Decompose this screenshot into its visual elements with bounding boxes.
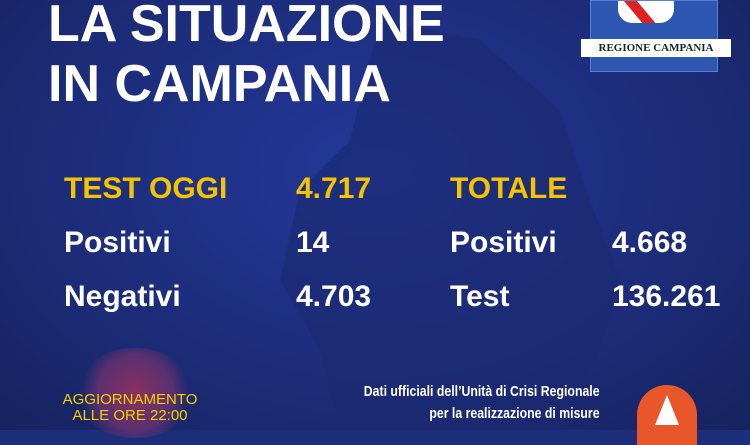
total-test-label: Test (450, 280, 510, 313)
title-line-2: IN CAMPANIA (48, 55, 391, 113)
logo-label: REGIONE CAMPANIA (581, 39, 731, 57)
total-label: TOTALE (450, 172, 568, 205)
footer-line-1: Dati ufficiali dell’Unità di Crisi Regio… (364, 383, 600, 400)
campania-map-silhouette (280, 20, 620, 430)
today-value: 4.717 (296, 172, 372, 205)
protezione-civile-logo-icon (637, 385, 697, 445)
today-positive-value: 14 (296, 226, 330, 259)
today-positive-label: Positivi (64, 226, 171, 259)
total-positive-label: Positivi (450, 226, 557, 259)
today-label: TEST OGGI (64, 172, 228, 205)
update-line-2: ALLE ORE 22:00 (72, 407, 188, 424)
update-line-1: AGGIORNAMENTO (62, 391, 198, 408)
update-time: AGGIORNAMENTO ALLE ORE 22:00 (45, 392, 215, 424)
total-positive-value: 4.668 (612, 226, 688, 259)
footer-line-2: per la realizzazione di misure (429, 405, 600, 422)
virus-icon (75, 348, 195, 438)
today-negative-value: 4.703 (296, 280, 372, 313)
coat-of-arms-icon (618, 1, 674, 23)
regione-campania-logo: REGIONE CAMPANIA (581, 0, 731, 72)
footer-text: Dati ufficiali dell’Unità di Crisi Regio… (364, 381, 600, 425)
total-test-value: 136.261 (612, 280, 721, 313)
title-line-1: LA SITUAZIONE (48, 0, 445, 53)
today-negative-label: Negativi (64, 280, 181, 313)
